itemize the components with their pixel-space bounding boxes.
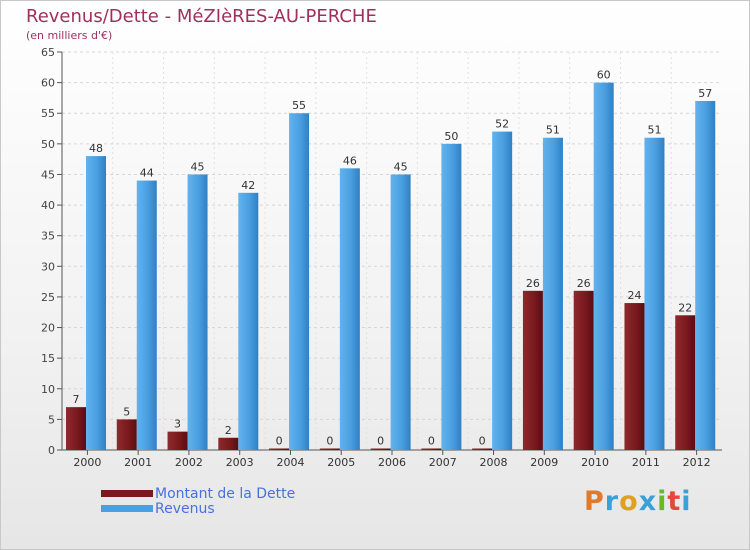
y-tick-label: 10 [41, 383, 55, 396]
bar-revenus [644, 137, 665, 450]
bar-dette [319, 448, 340, 450]
data-label-revenus: 48 [89, 142, 103, 155]
labels: 7 48 5 44 3 45 2 42 0 55 0 46 0 45 0 50 0 52 26 51 26 60 24 51 2… [73, 69, 713, 448]
bar-revenus [542, 137, 563, 450]
legend-label-dette: Montant de la Dette [155, 486, 296, 502]
data-label-dette: 5 [123, 405, 130, 418]
y-tick-label: 65 [41, 46, 55, 59]
y-tick-label: 25 [41, 291, 55, 304]
data-label-revenus: 46 [343, 154, 357, 167]
bar-revenus [187, 174, 208, 450]
x-tick-label: 2011 [632, 456, 660, 469]
data-label-dette: 2 [225, 424, 232, 437]
x-tick-label: 2009 [530, 456, 558, 469]
x-tick-label: 2005 [327, 456, 355, 469]
y-tick-label: 5 [48, 413, 55, 426]
bar-revenus [339, 168, 360, 451]
data-label-revenus: 52 [495, 118, 509, 131]
data-label-revenus: 51 [546, 124, 560, 137]
chart-title: Revenus/Dette - MéZIèRES-AU-PERCHE [26, 6, 377, 27]
bar-dette [624, 303, 645, 450]
data-label-dette: 26 [526, 277, 540, 290]
legend-swatch-revenus [101, 505, 153, 512]
data-label-dette: 0 [276, 435, 283, 448]
x-tick-label: 2008 [480, 456, 508, 469]
y-tick-label: 45 [41, 168, 55, 181]
x-tick-label: 2010 [581, 456, 609, 469]
y-tick-label: 60 [41, 77, 55, 90]
data-label-revenus: 55 [292, 99, 306, 112]
bar-revenus [492, 131, 513, 450]
x-tick-label: 2006 [378, 456, 406, 469]
legend-label-revenus: Revenus [155, 501, 215, 517]
data-label-revenus: 44 [140, 167, 154, 180]
proxiti-logo: Proxiti [584, 486, 692, 517]
data-label-revenus: 57 [698, 87, 712, 100]
data-label-revenus: 51 [647, 124, 661, 137]
bar-dette [167, 431, 188, 450]
bar-dette [522, 290, 543, 450]
data-label-dette: 0 [377, 435, 384, 448]
data-label-dette: 22 [678, 301, 692, 314]
y-tick-label: 40 [41, 199, 55, 212]
y-tick-label: 0 [48, 444, 55, 457]
legend-swatch-dette [101, 490, 153, 497]
bars [66, 82, 716, 451]
data-label-dette: 0 [428, 435, 435, 448]
bar-dette [218, 437, 239, 450]
data-label-dette: 7 [73, 393, 80, 406]
y-tick-label: 30 [41, 260, 55, 273]
y-tick-label: 15 [41, 352, 55, 365]
bar-revenus [86, 156, 106, 451]
bar-revenus [390, 174, 411, 450]
y-tick-label: 50 [41, 138, 55, 151]
bar-dette [421, 448, 442, 450]
y-tick-label: 35 [41, 230, 55, 243]
chart-subtitle: (en milliers d'€) [26, 29, 113, 42]
data-label-dette: 0 [479, 435, 486, 448]
bar-revenus [238, 192, 259, 451]
x-tick-label: 2002 [175, 456, 203, 469]
bar-dette [472, 448, 493, 450]
bar-dette [66, 407, 86, 450]
bar-revenus [593, 82, 614, 450]
bar-dette [573, 290, 594, 450]
x-tick-label: 2000 [73, 456, 101, 469]
bar-dette [370, 448, 391, 450]
data-label-dette: 24 [627, 289, 641, 302]
x-tick-label: 2003 [226, 456, 254, 469]
data-label-revenus: 45 [191, 160, 205, 173]
x-tick-label: 2001 [124, 456, 152, 469]
data-label-revenus: 42 [241, 179, 255, 192]
bar-revenus [695, 100, 716, 450]
x-tick-label: 2007 [429, 456, 457, 469]
x-tick-label: 2004 [276, 456, 304, 469]
data-label-dette: 3 [174, 418, 181, 431]
y-tick-label: 55 [41, 107, 55, 120]
bar-dette [116, 419, 137, 450]
bar-dette [269, 448, 290, 450]
data-label-dette: 0 [326, 435, 333, 448]
y-tick-label: 20 [41, 322, 55, 335]
data-label-dette: 26 [577, 277, 591, 290]
bar-revenus [136, 180, 157, 451]
x-tick-label: 2012 [683, 456, 711, 469]
data-label-revenus: 50 [444, 130, 458, 143]
bar-revenus [441, 143, 462, 450]
data-label-revenus: 60 [597, 69, 611, 82]
bar-dette [675, 315, 696, 450]
data-label-revenus: 45 [394, 160, 408, 173]
bar-revenus [289, 113, 310, 450]
